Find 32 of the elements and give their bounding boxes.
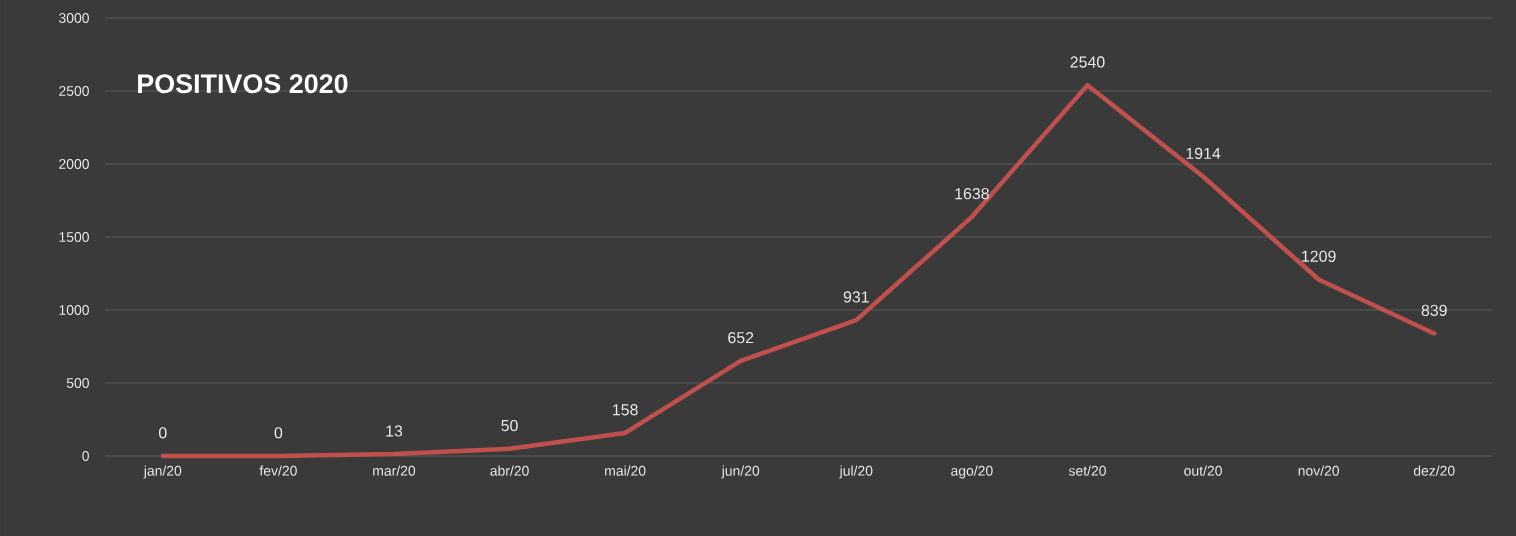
x-tick-label: jul/20 xyxy=(839,465,873,479)
y-tick-label: 2000 xyxy=(59,159,89,169)
data-label: 931 xyxy=(843,291,869,303)
text: POSITIVOS 2020 xyxy=(138,74,348,94)
x-tick-label: jun/20 xyxy=(721,465,760,479)
x-tick-label: mai/20 xyxy=(605,465,646,476)
x-tick-label: out/20 xyxy=(1184,465,1222,476)
data-label: 2540 xyxy=(1070,56,1105,68)
x-tick-label: set/20 xyxy=(1068,465,1106,476)
data-label: 1914 xyxy=(1186,147,1221,160)
data-label: 1638 xyxy=(955,188,989,200)
y-tick-label: 500 xyxy=(66,378,89,388)
x-tick-label: fev/20 xyxy=(259,465,297,476)
x-tick-label: ago/20 xyxy=(951,465,993,479)
y-tick-label: 2500 xyxy=(59,86,89,96)
y-tick-label: 0 xyxy=(82,451,89,461)
data-label: 158 xyxy=(613,404,638,416)
y-tick-label: 3000 xyxy=(59,13,89,23)
data-label: 1209 xyxy=(1302,250,1336,262)
data-label: 13 xyxy=(386,425,403,437)
y-tick-label: 1000 xyxy=(59,305,89,315)
data-label: 50 xyxy=(501,419,518,432)
y-tick-label: 1500 xyxy=(59,232,89,242)
data-label: 0 xyxy=(274,427,283,439)
x-tick-label: dez/20 xyxy=(1413,465,1455,476)
x-tick-label: abr/20 xyxy=(490,465,529,476)
x-tick-label: jan/20 xyxy=(143,465,182,479)
data-label: 839 xyxy=(1421,304,1447,316)
data-label: 0 xyxy=(159,427,167,439)
data-label: 652 xyxy=(728,331,754,344)
x-tick-label: mar/20 xyxy=(373,465,416,476)
x-tick-label: nov/20 xyxy=(1298,465,1340,476)
